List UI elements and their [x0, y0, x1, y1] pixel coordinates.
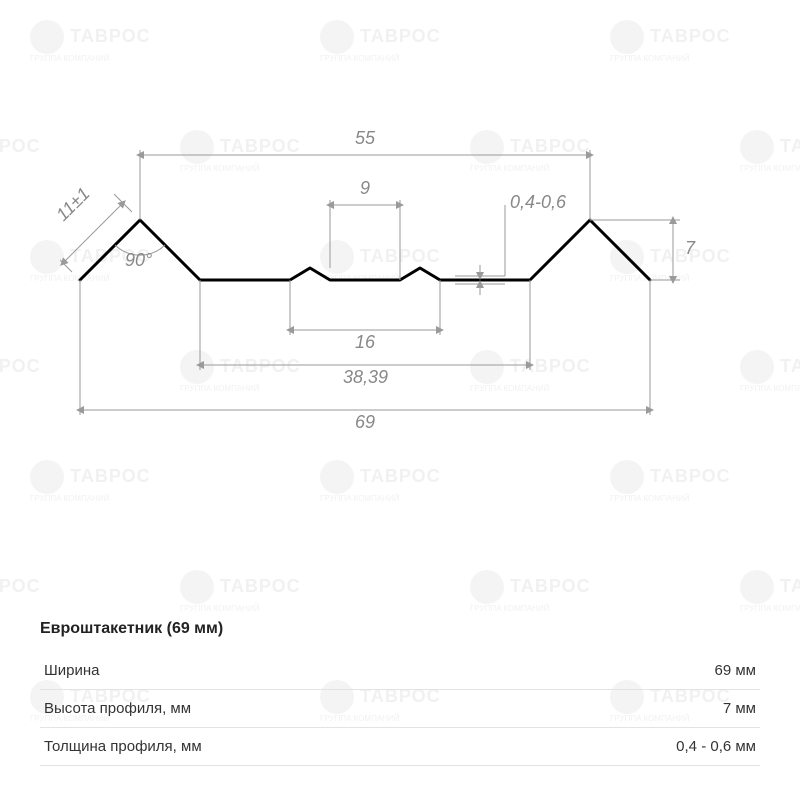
dim-top-span: 55 [355, 128, 375, 149]
table-row: Высота профиля, мм 7 мм [40, 690, 760, 728]
spec-label: Ширина [44, 662, 99, 679]
dim-right-height: 7 [685, 238, 695, 259]
spec-label: Высота профиля, мм [44, 700, 191, 717]
spec-title: Евроштакетник (69 мм) [40, 620, 760, 638]
dim-mid-span: 16 [355, 332, 375, 353]
profile-outline [80, 220, 650, 280]
dim-inner-span: 38,39 [343, 367, 388, 388]
table-row: Ширина 69 мм [40, 652, 760, 690]
table-row: Толщина профиля, мм 0,4 - 0,6 мм [40, 728, 760, 766]
spec-block: Евроштакетник (69 мм) Ширина 69 мм Высот… [40, 620, 760, 766]
spec-label: Толщина профиля, мм [44, 738, 202, 755]
dim-angle: 90° [125, 250, 152, 271]
spec-value: 69 мм [715, 662, 756, 679]
spec-value: 0,4 - 0,6 мм [676, 738, 756, 755]
profile-svg [60, 120, 740, 460]
dim-small-bump: 9 [360, 178, 370, 199]
dim-total-span: 69 [355, 412, 375, 433]
dim-thickness: 0,4-0,6 [510, 192, 566, 213]
spec-value: 7 мм [723, 700, 756, 717]
profile-diagram: 55 11±1 90° 9 0,4-0,6 7 16 38,39 69 [60, 120, 740, 460]
